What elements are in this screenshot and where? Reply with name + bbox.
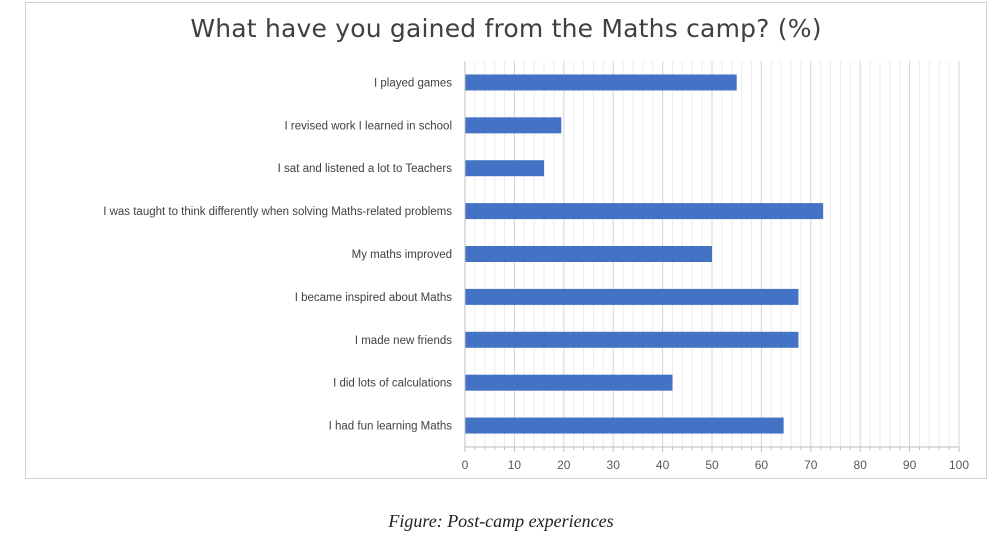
category-label: I played games [374, 77, 452, 89]
category-label: I was taught to think differently when s… [103, 206, 452, 218]
x-tick-label: 50 [705, 458, 719, 472]
category-label: I became inspired about Maths [295, 292, 453, 304]
x-tick-label: 40 [656, 458, 670, 472]
x-tick-label: 0 [462, 458, 469, 472]
x-tick-label: 80 [854, 458, 868, 472]
x-tick-label: 100 [949, 458, 969, 472]
bar [465, 246, 712, 262]
category-label: I revised work I learned in school [285, 120, 452, 132]
bar [465, 288, 799, 305]
bar [465, 417, 784, 434]
category-label: I did lots of calculations [333, 378, 452, 390]
category-label: I made new friends [355, 335, 452, 347]
bar [465, 160, 545, 177]
bar [465, 203, 824, 220]
figure-caption: Figure: Post-camp experiences [388, 511, 614, 531]
x-tick-label: 60 [755, 458, 769, 472]
x-tick-label: 20 [557, 458, 571, 472]
category-label: I had fun learning Maths [329, 421, 453, 433]
x-tick-label: 70 [804, 458, 818, 472]
bar [465, 374, 673, 391]
x-tick-label: 10 [508, 458, 522, 472]
x-tick-label: 90 [903, 458, 917, 472]
chart-title: What have you gained from the Maths camp… [190, 14, 822, 43]
bar [465, 331, 799, 348]
category-label: My maths improved [352, 249, 452, 261]
category-label: I sat and listened a lot to Teachers [278, 163, 453, 175]
bar [465, 117, 562, 134]
bar [465, 74, 737, 91]
x-tick-label: 30 [607, 458, 621, 472]
